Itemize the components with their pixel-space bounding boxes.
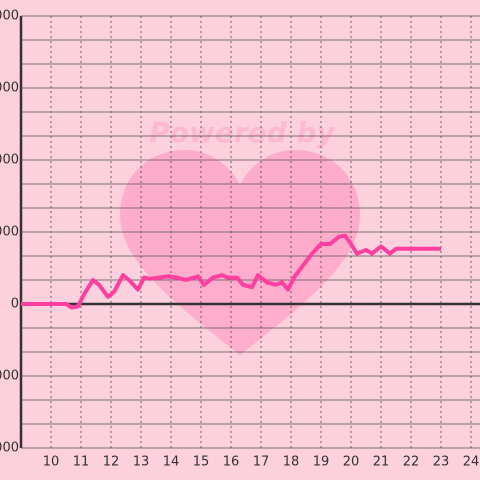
y-tick-label: 9,000 <box>0 81 19 96</box>
y-tick-label: 3,000 <box>0 225 19 240</box>
x-tick-label: 17 <box>253 455 270 470</box>
x-tick-label: 13 <box>133 455 150 470</box>
data-line <box>21 233 441 310</box>
y-tick-label: -3,000 <box>0 369 19 384</box>
x-tick-label: 19 <box>313 455 330 470</box>
x-tick-label: 24 <box>463 455 480 470</box>
x-tick-label: 15 <box>193 455 210 470</box>
x-tick-label: 10 <box>43 455 60 470</box>
y-tick-label: -6,000 <box>0 441 19 456</box>
x-tick-label: 16 <box>223 455 240 470</box>
x-tick-label: 20 <box>343 455 360 470</box>
y-tick-label: 0 <box>11 297 19 312</box>
x-tick-label: 22 <box>403 455 420 470</box>
watermark-text: Powered by <box>149 116 336 149</box>
y-tick-label: 12,000 <box>0 9 19 24</box>
x-tick-label: 21 <box>373 455 390 470</box>
y-tick-label: 6,000 <box>0 153 19 168</box>
x-tick-label: 11 <box>73 455 90 470</box>
x-tick-label: 23 <box>433 455 450 470</box>
x-tick-label: 14 <box>163 455 180 470</box>
x-tick-label: 18 <box>283 455 300 470</box>
x-tick-label: 12 <box>103 455 120 470</box>
